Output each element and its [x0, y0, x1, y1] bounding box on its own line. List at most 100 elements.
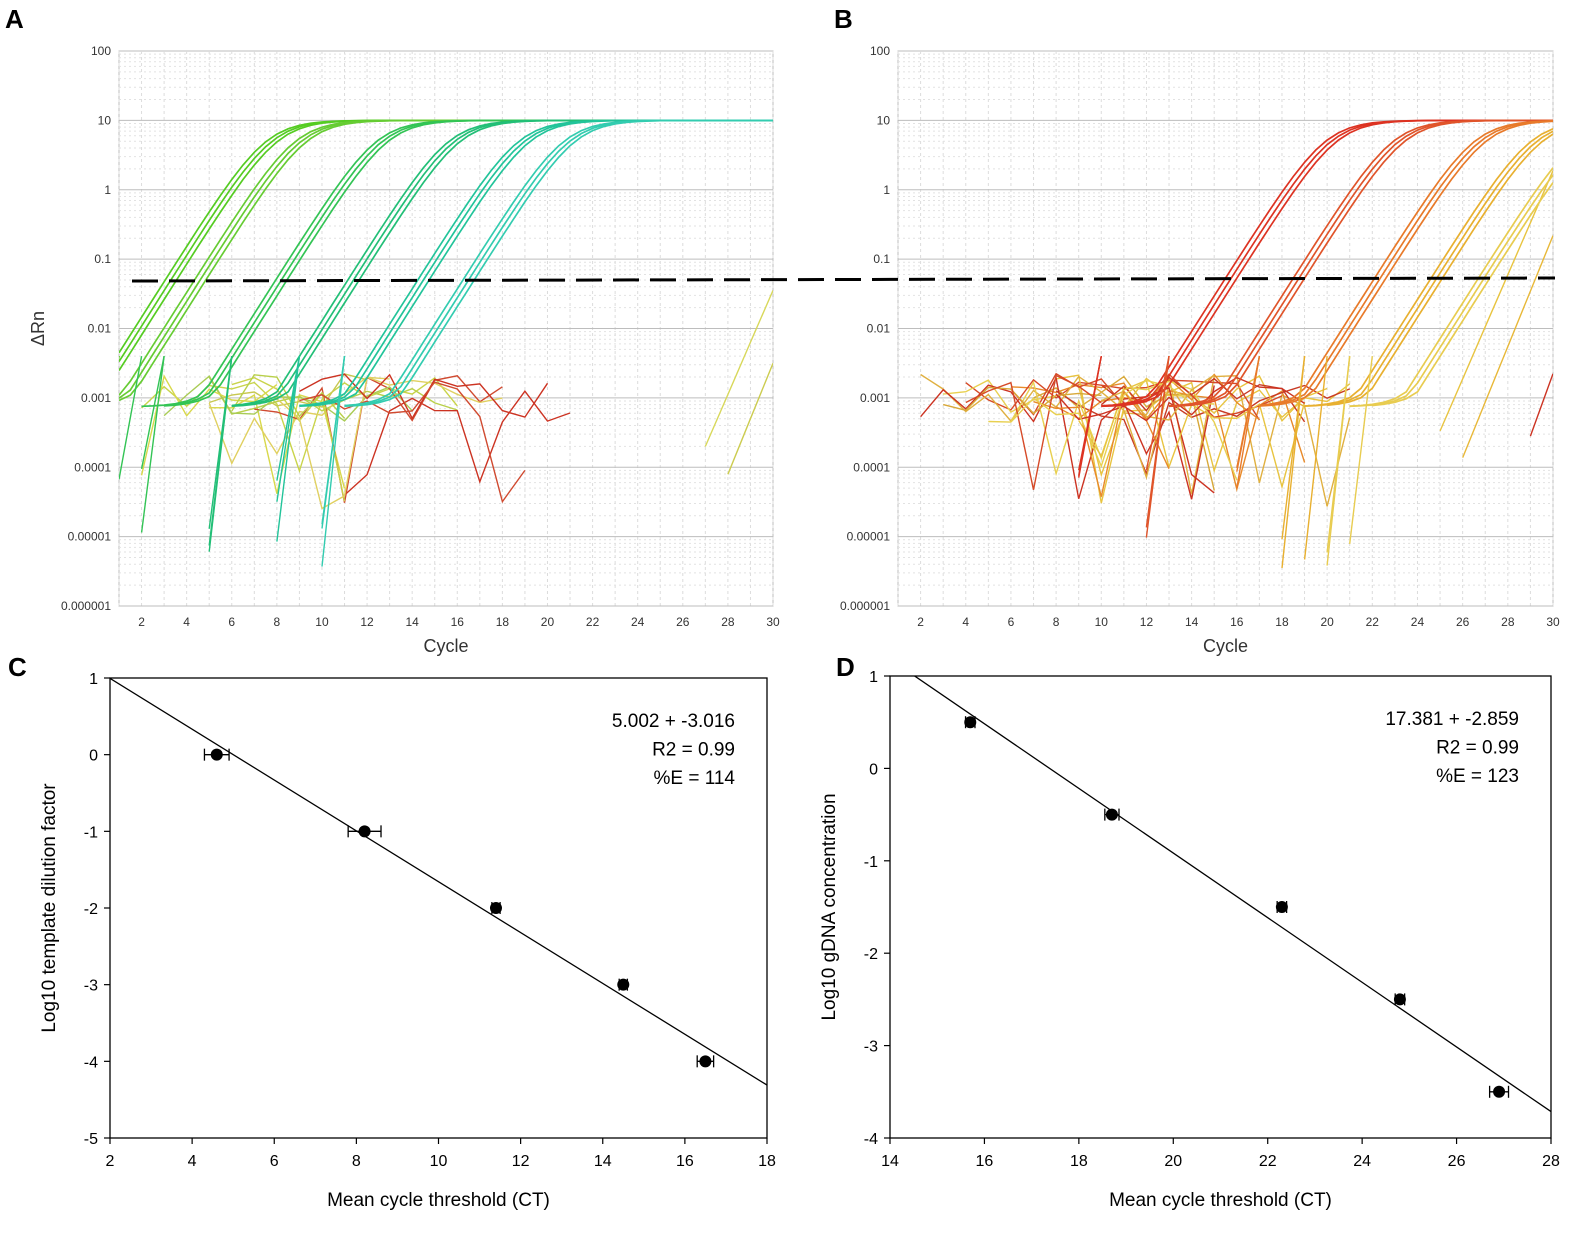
y-tick-label: 1	[104, 183, 111, 197]
baseline-segment	[276, 356, 301, 542]
fit-annotation: %E = 123	[1436, 766, 1519, 787]
y-tick-label: 10	[98, 113, 112, 127]
negative-control-trace	[208, 376, 390, 466]
x-tick-label: 18	[1070, 1153, 1088, 1170]
y-axis-label: Log10 gDNA concentration	[819, 793, 840, 1020]
data-point	[358, 825, 371, 838]
y-tick-label: -1	[864, 854, 878, 871]
amplification-curve	[1372, 182, 1553, 407]
x-tick-label: 14	[594, 1153, 612, 1170]
late-trace	[727, 363, 773, 475]
amplification-curve	[1259, 120, 1553, 407]
baseline-segment	[1078, 355, 1102, 478]
negative-control-trace	[1101, 374, 1215, 421]
fit-annotation: 5.002 + -3.016	[612, 711, 735, 732]
panel-letter: A	[5, 4, 24, 34]
y-tick-label: -4	[864, 1131, 878, 1148]
x-tick-label: 18	[758, 1153, 776, 1170]
y-tick-label: -4	[84, 1054, 98, 1071]
traces	[119, 119, 773, 567]
x-tick-label: 16	[451, 615, 465, 629]
late-trace	[1462, 235, 1553, 458]
negative-control-trace	[965, 374, 1102, 490]
y-tick-label: 0.000001	[61, 599, 111, 613]
x-tick-label: 28	[1542, 1153, 1560, 1170]
baseline-segment	[1281, 356, 1306, 569]
y-tick-label: 0.00001	[68, 530, 112, 544]
y-tick-label: -3	[84, 978, 98, 995]
plot-frame	[889, 675, 1552, 1139]
x-tick-label: 16	[976, 1153, 994, 1170]
fit-annotation: R2 = 0.99	[652, 740, 735, 761]
x-tick-label: 2	[917, 615, 924, 629]
x-tick-label: 10	[430, 1153, 448, 1170]
x-tick-label: 4	[183, 615, 190, 629]
late-trace	[704, 290, 773, 447]
x-tick-label: 6	[270, 1153, 279, 1170]
x-tick-label: 26	[1456, 615, 1470, 629]
negative-control-trace	[965, 378, 1260, 421]
amplification-curve	[1304, 128, 1553, 407]
x-tick-label: 22	[1366, 615, 1380, 629]
x-tick-label: 8	[274, 615, 281, 629]
panel-letter: C	[8, 652, 27, 682]
threshold-line	[131, 276, 1556, 283]
late-trace	[1439, 170, 1553, 432]
y-tick-label: 0.1	[94, 252, 111, 266]
y-tick-label: 10	[877, 113, 891, 127]
fit-annotation: R2 = 0.99	[1436, 738, 1519, 759]
x-tick-label: 14	[1185, 615, 1199, 629]
amplification-curve	[1259, 120, 1553, 407]
negative-control-trace	[1100, 376, 1306, 423]
baseline-segment	[321, 356, 346, 529]
panel-b: 100 10 1 0.1 0.01 0.001 0.0001 0.00001 0.000001 2…	[840, 44, 1560, 656]
x-tick-label: 8	[1053, 615, 1060, 629]
baseline-segment	[1236, 355, 1261, 472]
x-tick-label: 28	[721, 615, 735, 629]
regression-line	[913, 676, 1551, 1113]
x-axis-label: Mean cycle threshold (CT)	[1109, 1190, 1332, 1211]
negative-control-trace	[254, 375, 503, 503]
data-point	[210, 748, 223, 761]
x-tick-label: 20	[1164, 1153, 1182, 1170]
baseline-segment	[321, 356, 346, 567]
baseline-segment	[119, 356, 120, 362]
y-tick-label: 0	[89, 748, 98, 765]
x-tick-label: 26	[1448, 1153, 1466, 1170]
x-tick-label: 22	[1259, 1153, 1277, 1170]
y-tick-label: 0	[869, 761, 878, 778]
x-tick-label: 4	[188, 1153, 197, 1170]
data-point	[1493, 1085, 1506, 1098]
x-tick-label: 20	[1320, 615, 1334, 629]
y-tick-label: -2	[864, 946, 878, 963]
x-tick-label: 14	[405, 615, 419, 629]
negative-control-trace	[209, 394, 346, 494]
baseline-segment	[208, 356, 233, 546]
y-tick-label: 0.0001	[74, 460, 111, 474]
x-tick-label: 22	[586, 615, 600, 629]
y-axis-label: Log10 template dilution factor	[39, 783, 60, 1033]
data-point	[964, 716, 977, 729]
x-tick-label: 28	[1501, 615, 1515, 629]
amplification-curve	[344, 119, 773, 408]
x-tick-label: 6	[228, 615, 235, 629]
negative-control-trace	[988, 379, 1215, 469]
negative-control-trace	[943, 386, 1102, 415]
x-tick-label: 18	[1275, 615, 1289, 629]
panel-d: 14 16 18 20 22 24 26 28 1 0 -1 -2 -3 -4 Mean cycle thr…	[819, 669, 1560, 1211]
x-tick-label: 30	[766, 615, 780, 629]
y-tick-label: 0.01	[867, 322, 891, 336]
baseline-segment	[1145, 355, 1170, 471]
data-point	[617, 978, 630, 991]
panel-letter: B	[834, 4, 853, 34]
baseline-segment	[140, 355, 165, 470]
x-tick-label: 20	[541, 615, 555, 629]
x-tick-label: 18	[496, 615, 510, 629]
x-tick-label: 10	[1095, 615, 1109, 629]
y-tick-label: 0.001	[81, 391, 111, 405]
negative-control-trace	[344, 390, 571, 496]
x-tick-label: 30	[1546, 615, 1560, 629]
baseline-segment	[1349, 356, 1373, 544]
